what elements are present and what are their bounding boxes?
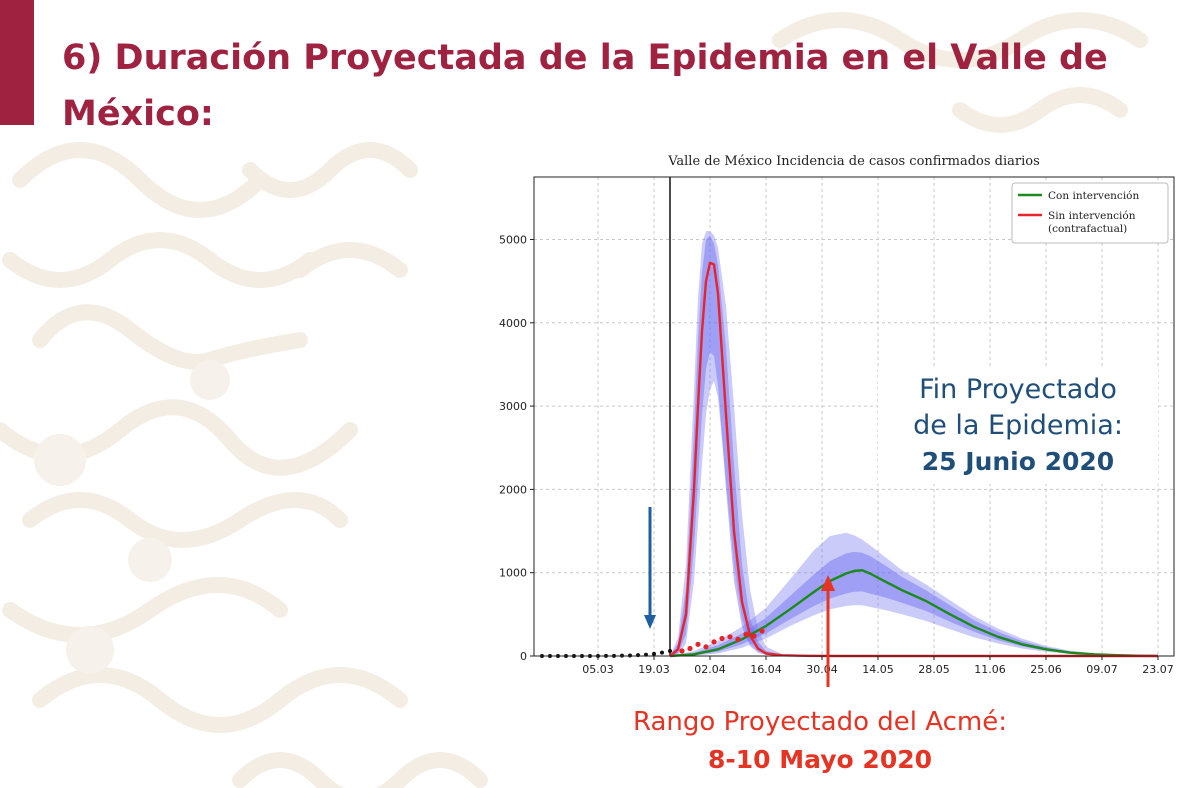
x-tick-label: 05.03 (582, 663, 614, 676)
plot-frame (533, 176, 1175, 657)
peak-range-label: Rango Proyectado del Acmé: (632, 707, 1007, 737)
incidence-chart: Valle de México Incidencia de casos conf… (484, 147, 1184, 687)
observed-red-point (711, 639, 717, 645)
observed-red-point (751, 633, 757, 639)
observed-red-point (719, 635, 725, 642)
legend-label: (contrafactual) (1048, 223, 1127, 235)
legend-label: Sin intervención (1048, 210, 1136, 222)
series-0-inner-band (670, 551, 1158, 656)
observed-red-point (687, 645, 693, 652)
y-tick-label: 2000 (499, 483, 527, 496)
observed-point (668, 649, 672, 654)
x-tick-label: 23.07 (1142, 663, 1174, 676)
series-1-outer-band (670, 231, 1158, 656)
x-tick-label: 02.04 (694, 663, 726, 676)
observed-red-point (743, 631, 749, 637)
legend-label: Con intervención (1048, 190, 1139, 202)
chart-svg: Valle de México Incidencia de casos conf… (499, 154, 1175, 687)
observed-red-point (695, 641, 701, 647)
x-tick-label: 28.05 (918, 663, 950, 676)
x-tick-label: 19.03 (638, 663, 670, 676)
epidemic-end-annotation: Fin Proyectado de la Epidemia: 25 Junio … (878, 368, 1158, 484)
legend-box (1011, 182, 1169, 244)
epidemic-end-date: 25 Junio 2020 (921, 447, 1115, 476)
observed-point (652, 651, 656, 656)
observed-point (660, 650, 664, 655)
peak-range-annotation: Rango Proyectado del Acmé: 8-10 Mayo 202… (540, 703, 1100, 779)
peak-range-dates: 8-10 Mayo 2020 (708, 745, 932, 774)
y-tick-label: 3000 (499, 400, 527, 413)
peak-arrow-head (821, 575, 835, 591)
x-tick-label: 09.07 (1086, 663, 1118, 676)
observed-red-point (759, 628, 765, 634)
y-tick-label: 5000 (499, 233, 527, 246)
intervention-arrow-head (644, 615, 656, 629)
observed-red-point (727, 634, 733, 640)
observed-red-point (703, 644, 709, 650)
accent-bar (0, 0, 34, 125)
y-tick-label: 4000 (499, 317, 527, 330)
chart-container: Valle de México Incidencia de casos conf… (484, 147, 1184, 687)
x-tick-label: 25.06 (1030, 663, 1062, 676)
observed-point (636, 653, 640, 658)
x-tick-label: 14.05 (862, 663, 894, 676)
x-tick-label: 11.06 (974, 663, 1006, 676)
x-tick-label: 30.04 (806, 663, 838, 676)
epidemic-end-line2: de la Epidemia: (913, 410, 1123, 441)
y-tick-label: 0 (520, 650, 527, 663)
page-title: 6) Duración Proyectada de la Epidemia en… (62, 38, 1108, 134)
y-tick-label: 1000 (499, 567, 527, 580)
series-1-inner-band (670, 235, 1158, 657)
observed-red-point (679, 648, 685, 654)
epidemic-end-line1: Fin Proyectado (919, 374, 1117, 405)
chart-title: Valle de México Incidencia de casos conf… (667, 154, 1040, 169)
observed-red-point (735, 636, 741, 642)
series-line-0 (669, 569, 1159, 658)
x-tick-label: 16.04 (750, 663, 782, 676)
